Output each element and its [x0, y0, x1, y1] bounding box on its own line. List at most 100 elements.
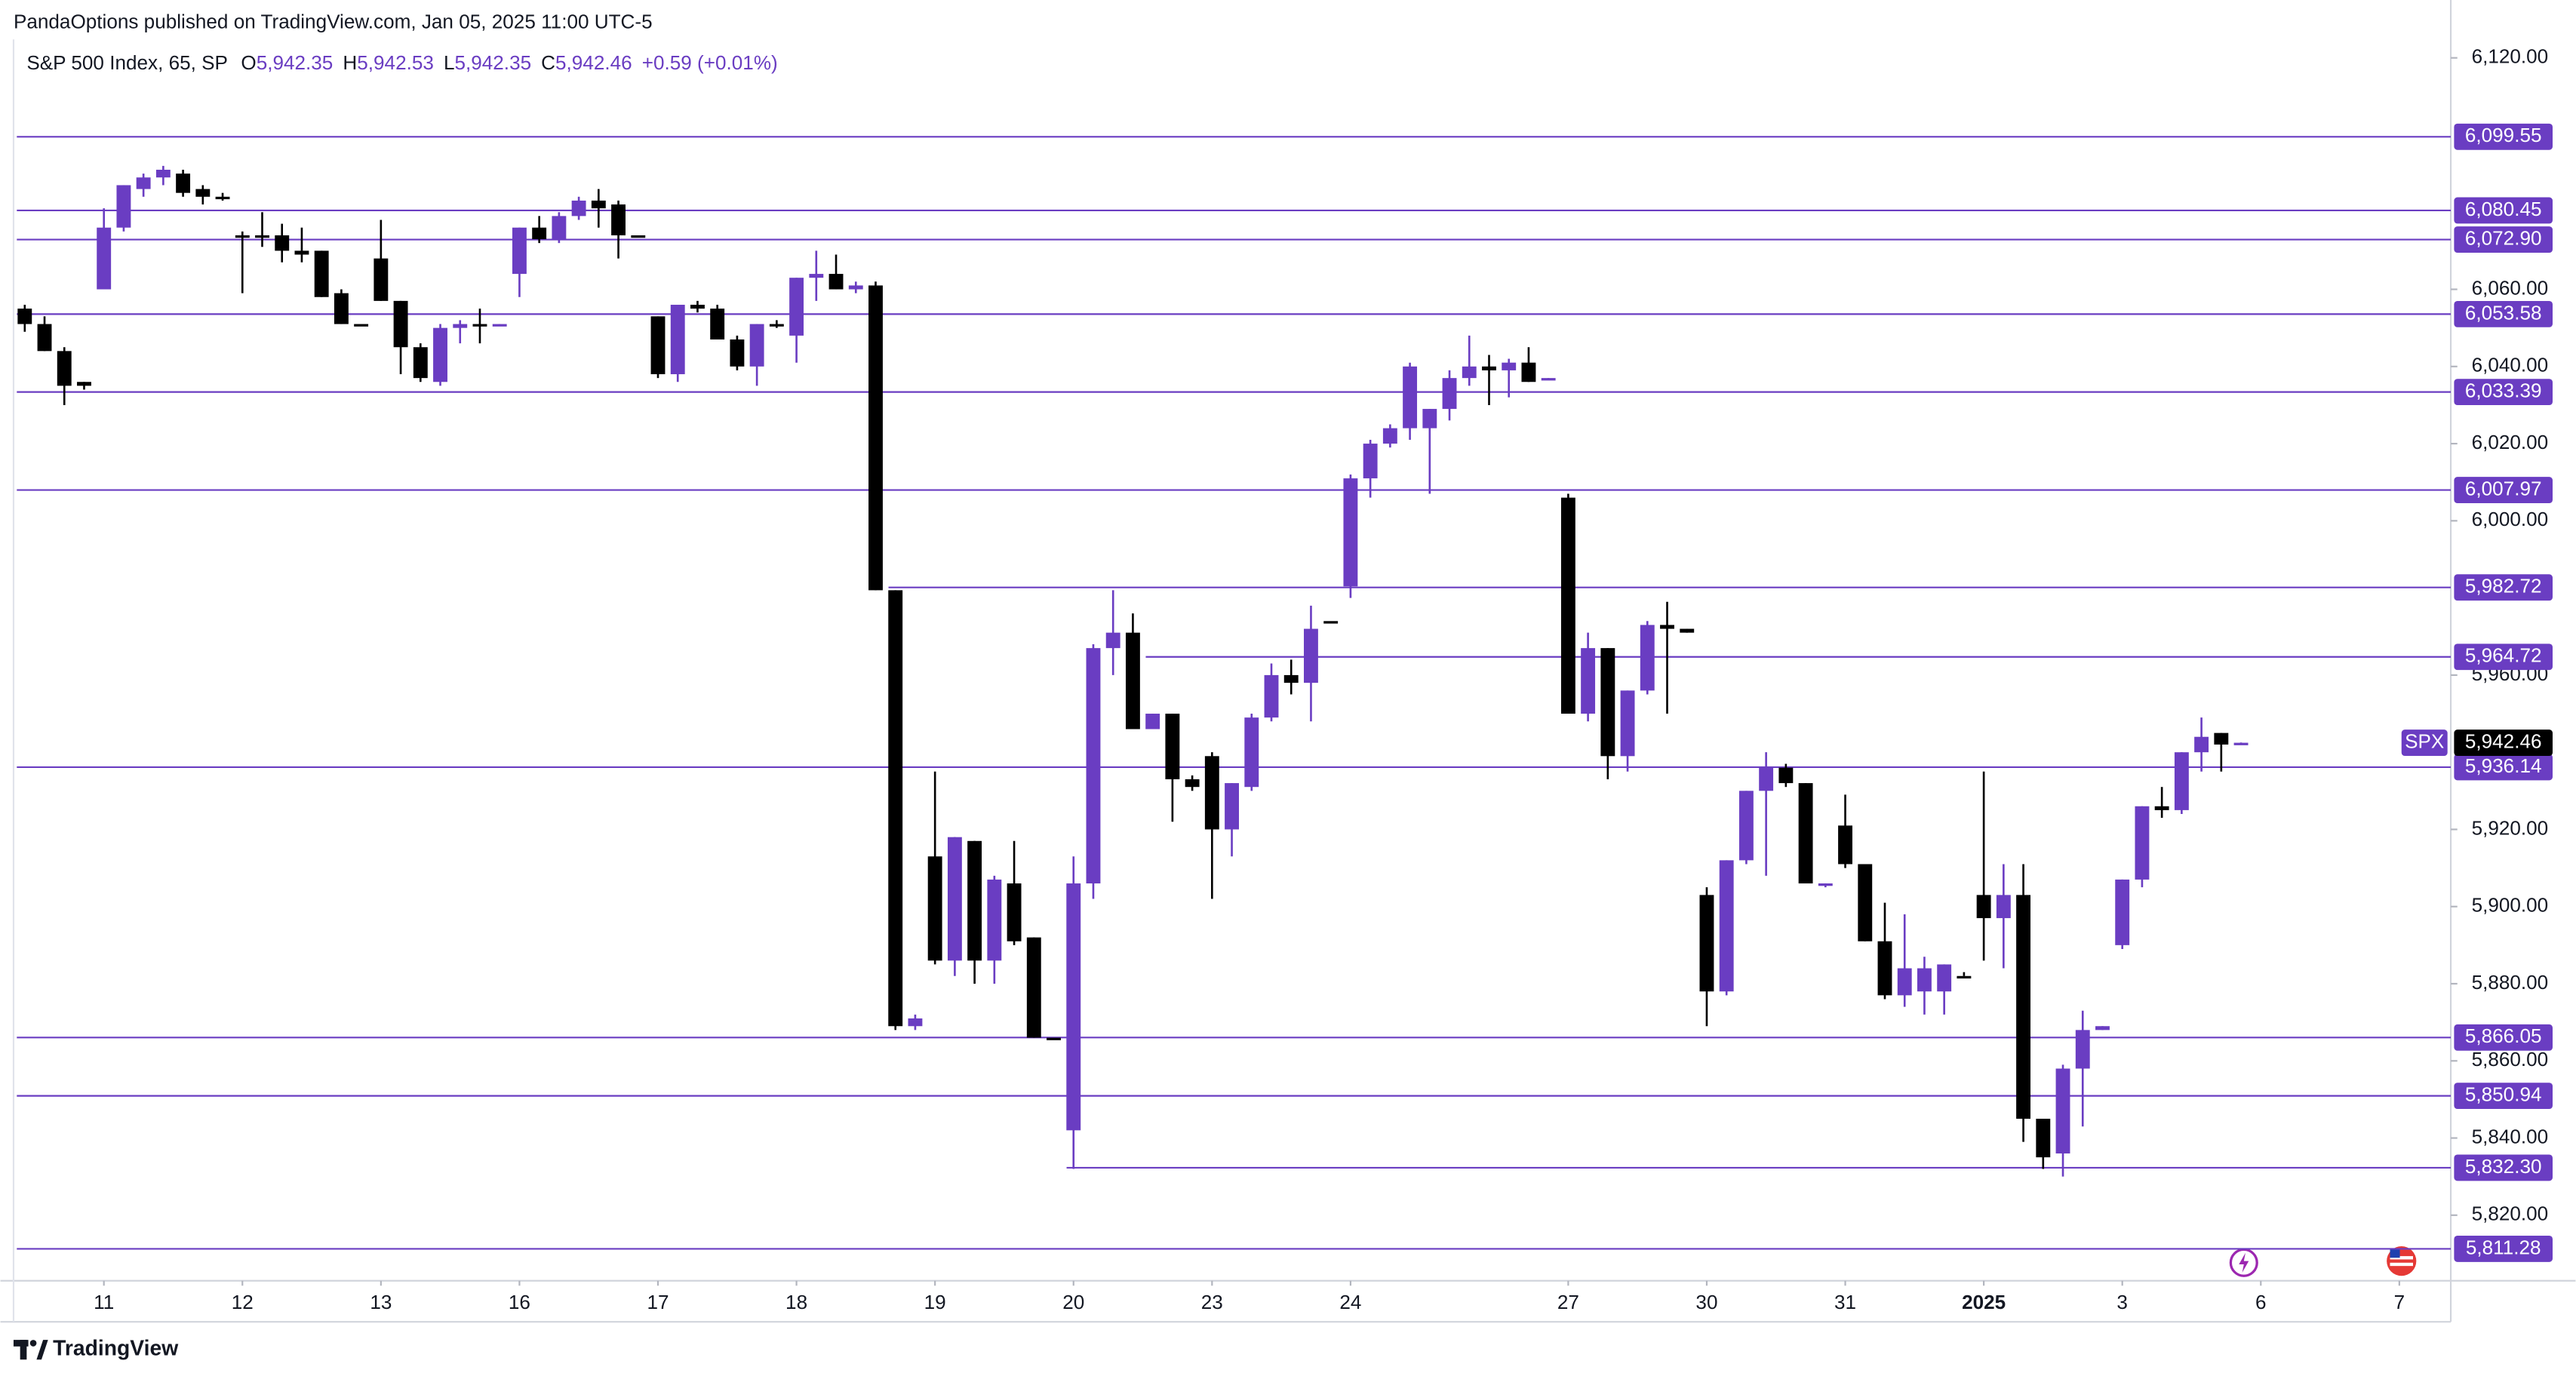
candle-body — [1917, 968, 1932, 992]
candle-body — [393, 300, 408, 348]
flag-stripe[interactable] — [2390, 1256, 2413, 1260]
x-tick-label: 19 — [924, 1291, 946, 1313]
candle-body — [1086, 648, 1101, 884]
candle-body — [1343, 478, 1358, 587]
logo-stem — [20, 1340, 27, 1360]
level-label: 6,099.55 — [2465, 124, 2542, 146]
candle-body — [631, 235, 646, 238]
x-tick-label: 3 — [2116, 1291, 2128, 1313]
candle-body — [2055, 1068, 2070, 1154]
level-label-box — [2454, 379, 2553, 406]
ohlc-value: 5,942.53 — [357, 51, 434, 74]
flag-stripe[interactable] — [2390, 1262, 2413, 1267]
candle-body — [1442, 378, 1457, 410]
level-label: 6,033.39 — [2465, 379, 2542, 401]
candle-body — [2214, 733, 2229, 745]
candle-body — [1660, 625, 1674, 629]
candle-body — [1699, 895, 1714, 992]
candle-body — [314, 250, 329, 297]
candle-body — [1560, 497, 1575, 714]
level-label: 5,866.05 — [2465, 1024, 2542, 1047]
candle-body — [908, 1018, 923, 1027]
y-tick-label: 6,000.00 — [2472, 508, 2549, 530]
x-tick-label: 12 — [232, 1291, 254, 1313]
candle-body — [2174, 752, 2189, 810]
candle-body — [37, 324, 52, 352]
candle-body — [730, 339, 745, 367]
candle-body — [1403, 366, 1418, 428]
flag-canton[interactable] — [2390, 1249, 2400, 1258]
x-tick-label: 18 — [785, 1291, 807, 1313]
y-tick-label: 5,840.00 — [2472, 1125, 2549, 1147]
price-label-box — [2454, 729, 2553, 757]
level-label: 5,936.14 — [2465, 754, 2542, 777]
candle-body — [848, 285, 863, 290]
candle-body — [710, 309, 725, 340]
y-tick-label: 5,920.00 — [2472, 816, 2549, 839]
x-tick-label: 23 — [1201, 1291, 1223, 1313]
candle-body — [373, 258, 389, 301]
candle-body — [809, 274, 824, 278]
candle-body — [1204, 756, 1219, 830]
candle-body — [17, 309, 32, 324]
level-label-box — [2454, 300, 2553, 327]
y-tick-label: 6,120.00 — [2472, 45, 2549, 68]
candle-body — [888, 590, 903, 1027]
candle-body — [552, 216, 567, 240]
x-tick-label: 16 — [509, 1291, 530, 1313]
candle-body — [155, 170, 171, 178]
candle-body — [1047, 1037, 1061, 1040]
candle-body — [1165, 714, 1180, 779]
candle-body — [77, 382, 91, 386]
candle-body — [57, 351, 72, 386]
candle-body — [195, 189, 211, 197]
candle-body — [749, 324, 764, 367]
ohlc-value: 5,942.46 — [555, 51, 632, 74]
y-tick-label: 5,900.00 — [2472, 894, 2549, 917]
candle-body — [1026, 937, 1041, 1038]
level-label: 6,072.90 — [2465, 226, 2542, 249]
candle-body — [1680, 628, 1695, 633]
candle-body — [413, 347, 428, 379]
y-tick-label: 6,040.00 — [2472, 354, 2549, 376]
candle-body — [1185, 779, 1200, 788]
level-label: 5,832.30 — [2465, 1155, 2542, 1178]
level-label-box — [2454, 1236, 2553, 1262]
x-tick-label: 6 — [2255, 1291, 2267, 1313]
candle-body — [215, 196, 230, 200]
brand-name: TradingView — [53, 1336, 179, 1360]
level-label-box — [2454, 1024, 2553, 1051]
level-label-box — [2454, 226, 2553, 253]
symbol-name: S&P 500 Index, 65, SP — [26, 51, 228, 74]
candle-body — [1957, 975, 1972, 979]
candle-body — [1323, 621, 1339, 624]
candle-body — [690, 304, 705, 309]
candle-body — [1818, 883, 1833, 886]
candle-body — [1363, 444, 1378, 479]
x-tick-label: 30 — [1695, 1291, 1717, 1313]
level-label-box — [2454, 1083, 2553, 1110]
candle-body — [2036, 1118, 2051, 1158]
candle-body — [2095, 1026, 2110, 1030]
candle-body — [789, 278, 804, 336]
candle-body — [2154, 806, 2169, 810]
level-label-box — [2454, 197, 2553, 224]
candle-body — [1304, 628, 1318, 683]
x-tick-label: 2025 — [1962, 1291, 2006, 1313]
ohlc-key: C — [541, 51, 555, 74]
candle-body — [1066, 883, 1081, 1131]
event-bolt[interactable] — [2239, 1252, 2249, 1273]
symbol-label-box — [2401, 729, 2448, 757]
candle-body — [1422, 409, 1437, 428]
ohlc-value: 5,942.35 — [257, 51, 334, 74]
country-flag[interactable] — [2387, 1246, 2417, 1276]
candle-body — [1462, 366, 1477, 379]
candle-body — [1937, 964, 1952, 992]
event-icon[interactable] — [2229, 1248, 2258, 1277]
candle-body — [987, 879, 1002, 961]
candle-body — [611, 204, 626, 235]
candle-body — [1105, 632, 1120, 649]
candle-body — [1502, 362, 1517, 370]
candle-body — [294, 250, 309, 255]
candle-body — [1996, 895, 2011, 919]
